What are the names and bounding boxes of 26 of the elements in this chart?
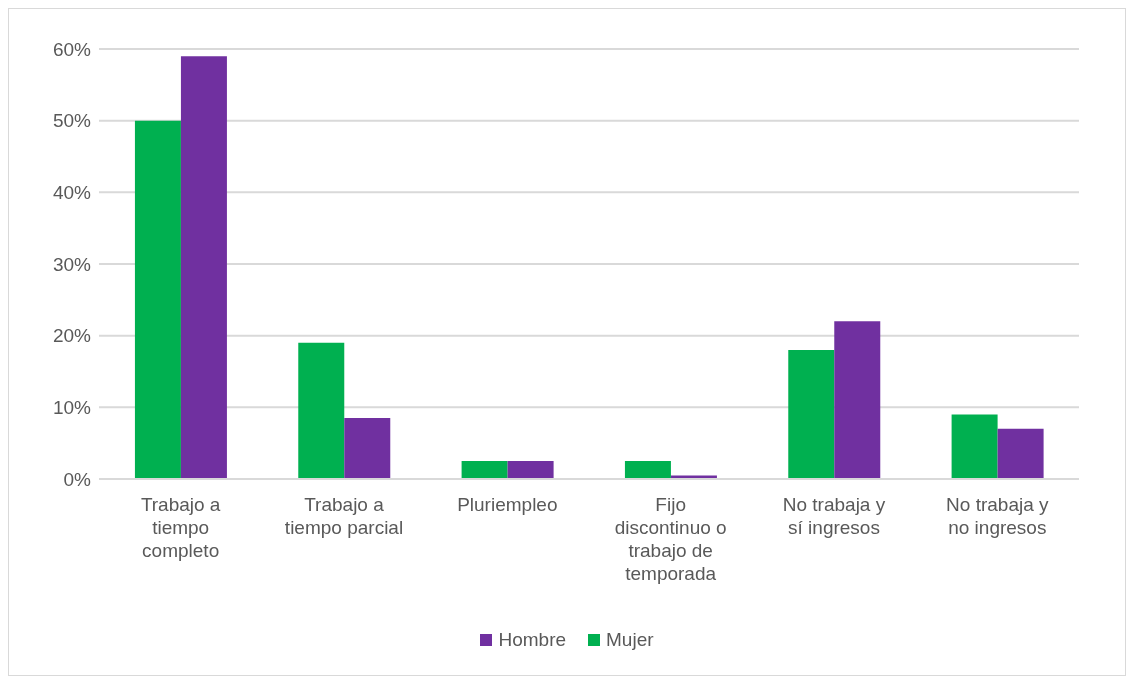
x-tick-label: Trabajo a tiempo parcial bbox=[284, 494, 404, 538]
bar bbox=[180, 56, 227, 479]
bar bbox=[997, 428, 1044, 479]
y-tick-label: 10% bbox=[52, 397, 92, 419]
bar bbox=[834, 321, 881, 479]
bar bbox=[951, 414, 998, 479]
y-tick-label: 30% bbox=[52, 253, 92, 275]
bar bbox=[134, 120, 181, 479]
y-tick-label: 60% bbox=[52, 38, 92, 60]
x-tick-label: Fijo discontinuo o trabajo de temporada bbox=[614, 494, 727, 584]
legend-label: Mujer bbox=[605, 629, 654, 651]
bar bbox=[507, 461, 554, 479]
x-tick-label: No trabaja y sí ingresos bbox=[782, 494, 886, 538]
y-tick-label: 20% bbox=[52, 325, 92, 347]
bar bbox=[298, 342, 345, 479]
y-tick-label: 50% bbox=[52, 110, 92, 132]
y-tick-label: 40% bbox=[52, 182, 92, 204]
bar bbox=[624, 461, 671, 479]
x-tick-label: No trabaja y no ingresos bbox=[946, 494, 1050, 538]
bar bbox=[788, 350, 835, 479]
x-tick-label: Pluriempleo bbox=[457, 494, 558, 515]
legend-label: Hombre bbox=[497, 629, 567, 651]
bar bbox=[344, 418, 391, 479]
y-tick-label: 0% bbox=[63, 468, 92, 490]
x-tick-label: Trabajo a tiempo completo bbox=[140, 494, 221, 561]
bar bbox=[461, 461, 508, 479]
